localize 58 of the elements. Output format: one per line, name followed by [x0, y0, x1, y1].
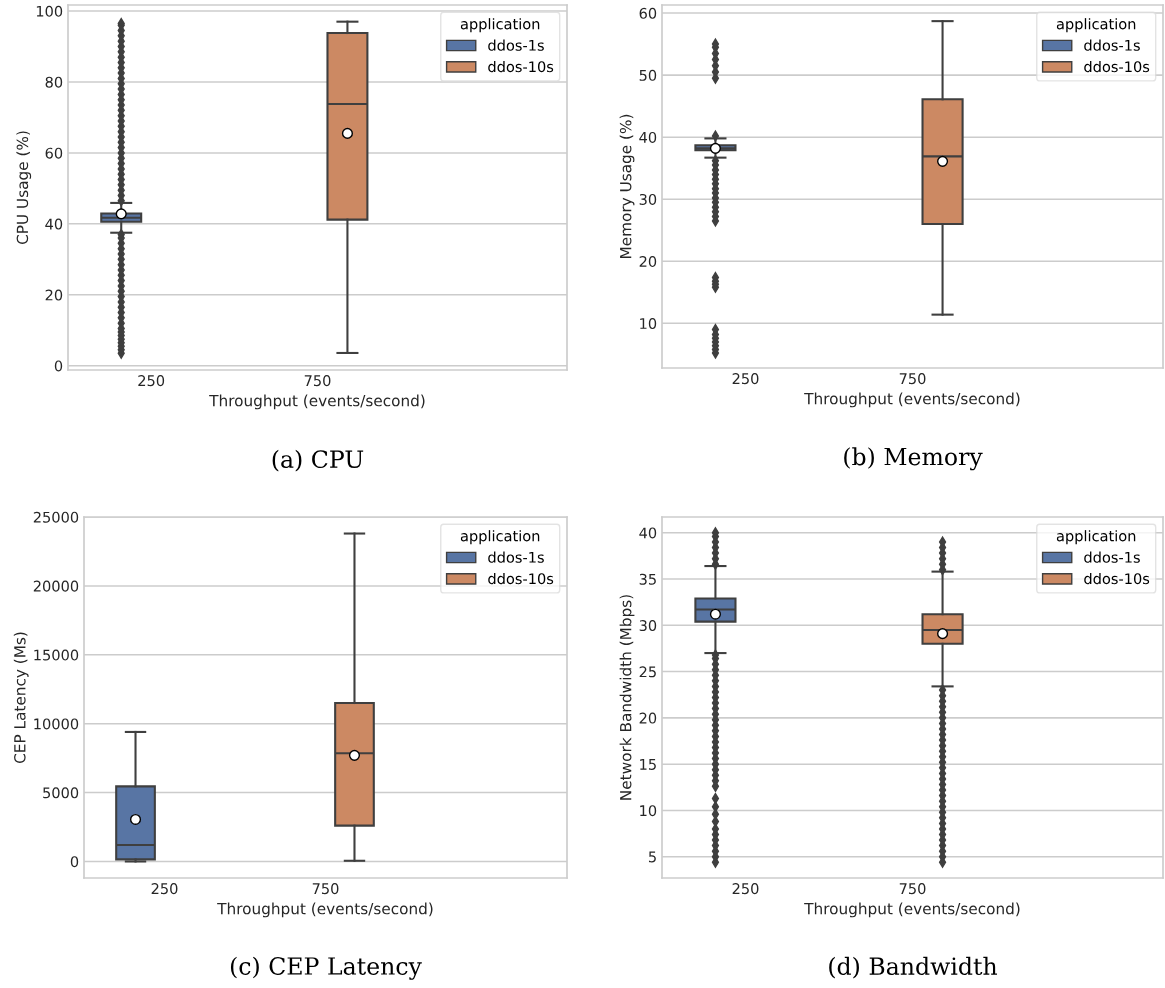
y-tick-label: 15 — [640, 759, 656, 770]
y-tick-label: 15000 — [34, 649, 79, 661]
y-tick-label: 35 — [639, 573, 656, 585]
legend-title: application — [1056, 530, 1136, 545]
y-axis-title: Memory Usage (%) — [619, 114, 635, 258]
y-tick-label: 0 — [70, 856, 79, 868]
legend-title: application — [460, 530, 540, 545]
legend-label: ddos-1s — [488, 39, 544, 51]
y-tick-label: 5 — [648, 851, 656, 863]
x-tick-label: 750 — [899, 883, 926, 895]
legend-label: ddos-10s — [1084, 572, 1150, 585]
y-tick-label: 40 — [639, 527, 657, 539]
y-tick-label: 25000 — [33, 511, 79, 523]
x-axis-title: Throughput (events/second) — [209, 394, 425, 410]
y-tick-label: 20 — [639, 712, 657, 724]
x-tick-label: 750 — [899, 373, 926, 385]
x-axis-title: Throughput (events/second) — [217, 902, 433, 918]
y-axis-title: CEP Latency (Ms) — [13, 632, 29, 763]
y-tick-label: 40 — [639, 131, 657, 143]
y-tick-label: 30 — [639, 193, 657, 205]
legend-label: ddos-10s — [488, 60, 554, 73]
text: (b) Memory — [844, 447, 983, 471]
y-tick-label: 10 — [640, 805, 657, 817]
y-tick-label: 25 — [639, 666, 656, 678]
y-tick-label: 0 — [54, 360, 63, 372]
legend-label: ddos-1s — [1084, 39, 1140, 51]
y-tick-label: 10000 — [34, 718, 79, 730]
text: (d) Bandwidth — [829, 956, 998, 979]
x-tick-label: 250 — [138, 375, 165, 387]
y-axis-title: CPU Usage (%) — [16, 131, 32, 245]
legend-title: application — [1056, 18, 1136, 33]
y-tick-label: 10 — [640, 318, 657, 330]
legend-label: ddos-10s — [488, 572, 554, 585]
legend-label: ddos-1s — [1084, 551, 1140, 563]
y-tick-label: 50 — [639, 69, 657, 81]
x-axis-title: Throughput (events/second) — [804, 392, 1020, 408]
x-tick-label: 750 — [312, 883, 339, 895]
y-tick-label: 20000 — [33, 580, 79, 592]
y-axis-title: Network Bandwidth (Mbps) — [619, 595, 635, 800]
y-tick-label: 60 — [639, 7, 657, 19]
y-tick-label: 20 — [45, 289, 63, 301]
x-tick-label: 250 — [732, 883, 759, 895]
x-tick-label: 250 — [732, 373, 759, 385]
text: (c) CEP Latency — [230, 956, 422, 980]
y-tick-label: 20 — [639, 255, 657, 268]
text: (a) CPU — [272, 449, 364, 472]
x-axis-title: Throughput (events/second) — [804, 902, 1020, 918]
legend-label: ddos-1s — [488, 551, 544, 563]
y-tick-label: 40 — [45, 218, 63, 230]
y-tick-label: 5000 — [43, 787, 79, 799]
y-tick-label: 80 — [45, 76, 63, 88]
y-tick-label: 60 — [45, 147, 63, 159]
y-tick-label: 30 — [639, 620, 657, 632]
x-tick-label: 250 — [151, 883, 178, 895]
y-tick-label: 100 — [36, 5, 63, 17]
legend-label: ddos-10s — [1084, 60, 1150, 73]
legend-title: application — [460, 18, 540, 33]
x-tick-label: 750 — [304, 375, 331, 387]
